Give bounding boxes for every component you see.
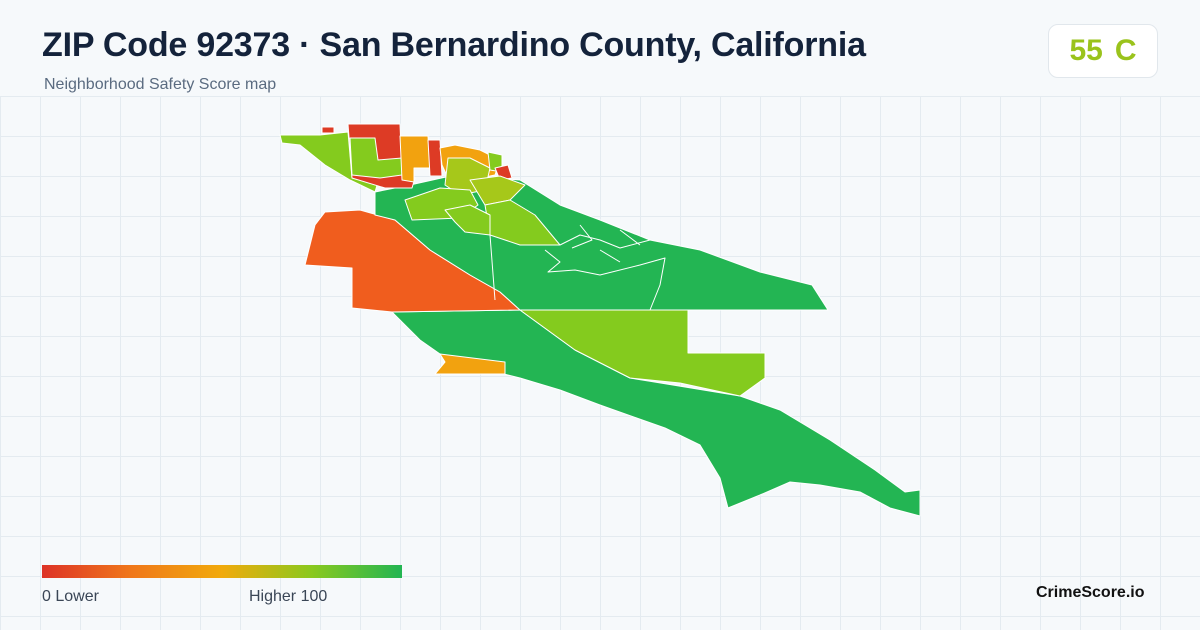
map-region-north-red-2[interactable] — [427, 139, 443, 177]
legend-min-label: 0 Lower — [42, 588, 99, 605]
safety-score-badge: 55 C — [1048, 24, 1158, 78]
map-region-north-yg-2[interactable] — [469, 175, 526, 206]
map-region-south-canyon[interactable] — [391, 309, 921, 517]
page-subtitle: Neighborhood Safety Score map — [44, 76, 277, 93]
map-region-north-red-4[interactable] — [321, 126, 335, 134]
score-value: 55 — [1069, 34, 1103, 67]
brand-logo-text: CrimeScore.io — [1036, 584, 1145, 601]
map-region-southwest-strip[interactable] — [434, 353, 506, 375]
map-region-north-orange-1[interactable] — [399, 135, 431, 183]
map-inner-boundaries — [489, 224, 666, 311]
map-region-central-south[interactable] — [519, 309, 766, 397]
page-title: ZIP Code 92373 · San Bernardino County, … — [42, 26, 866, 64]
map-region-north-band[interactable] — [279, 131, 379, 193]
score-grade: C — [1114, 34, 1137, 67]
legend-gradient-bar — [42, 565, 402, 578]
legend-max-label: Higher 100 — [249, 588, 328, 605]
